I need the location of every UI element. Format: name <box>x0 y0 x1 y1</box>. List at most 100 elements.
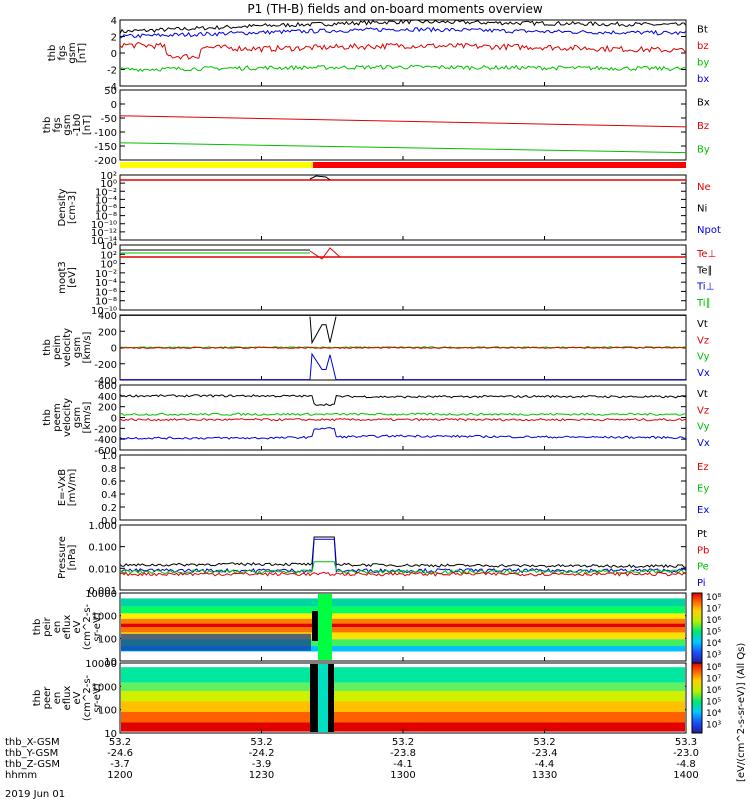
y-tick-label: 0.010 <box>88 564 117 575</box>
y-axis-label: Density <box>57 188 68 226</box>
colorbar-tick: 10⁷ <box>706 675 721 685</box>
peir-band <box>121 598 685 607</box>
peer-band <box>121 701 685 712</box>
peir-gap <box>312 611 318 641</box>
series-bt <box>119 19 687 34</box>
y-tick-label: 10⁻⁶ <box>95 204 117 215</box>
y-axis-label: [mV/m] <box>67 469 78 507</box>
y-axis-label: [eV] <box>67 267 78 288</box>
colorbar-tick: 10⁴ <box>706 639 721 649</box>
y-tick-label: -200 <box>94 360 117 371</box>
y-tick-label: 10⁻⁸ <box>95 212 117 223</box>
y-tick-label: 100 <box>98 634 117 645</box>
y-tick-label: 200 <box>98 403 117 414</box>
panel-pressure <box>119 524 687 591</box>
y-tick-label: -200 <box>94 424 117 435</box>
series-peem-vt <box>119 394 687 407</box>
x-axis-value: -3.9 <box>252 759 272 770</box>
y-axis-label: en <box>52 692 63 705</box>
x-axis-value: 53.2 <box>250 737 272 748</box>
peer-band <box>121 691 685 702</box>
x-axis-row-label: thb_Z-GSM <box>5 759 60 770</box>
y-axis-label: E=-VxB <box>57 469 68 506</box>
peir-band <box>121 623 685 627</box>
peir-band <box>121 646 685 652</box>
y-axis-label: [nPa] <box>67 544 78 570</box>
legend-entry: Bx <box>697 98 710 109</box>
series-peem-vx <box>119 427 686 440</box>
y-axis-label: [km/s] <box>82 331 93 363</box>
y-axis-label: sr-eV) <box>92 683 103 712</box>
legend-entry: Bt <box>697 24 708 35</box>
colorbar-tick: 10⁷ <box>706 605 721 615</box>
peer-band <box>121 712 685 723</box>
legend-entry: Vt <box>697 319 708 330</box>
y-axis-label: gsm <box>67 42 78 63</box>
y-tick-label: 10⁻¹² <box>91 228 117 239</box>
legend-entry: By <box>697 144 710 155</box>
peer-burst <box>318 664 328 732</box>
legend-entry: Pt <box>697 529 707 540</box>
y-axis-label: en <box>52 621 63 634</box>
legend-entry: bz <box>697 41 709 52</box>
y-axis-label: eV <box>72 691 83 704</box>
colorbar-tick: 10³ <box>706 651 721 661</box>
series-peim-vt <box>309 316 337 345</box>
y-axis-label: [km/s] <box>82 401 93 433</box>
y-axis-label: fgs <box>52 117 63 132</box>
y-tick-label: 100 <box>98 706 117 717</box>
y-tick-label: 10⁻⁶ <box>95 287 117 298</box>
y-axis-label: -1b0 <box>72 114 83 137</box>
y-axis-label: moqt3 <box>57 261 68 294</box>
x-axis-value: 53.2 <box>109 737 131 748</box>
colorbar-tick: 10³ <box>706 721 721 731</box>
y-tick-label: 10 <box>104 657 117 668</box>
legend-entry: Npot <box>697 225 721 236</box>
y-tick-label: 0 <box>111 414 117 425</box>
y-tick-label: -400 <box>94 435 117 446</box>
peer-gap2 <box>328 664 334 732</box>
y-tick-label: 10⁻¹⁰ <box>91 220 117 231</box>
legend-entry: Vt <box>697 389 708 400</box>
series-peem-vy <box>119 412 687 417</box>
legend-entry: Ez <box>697 462 709 473</box>
y-tick-label: 10⁴ <box>100 241 117 252</box>
y-tick-label: 0.2 <box>101 503 117 514</box>
y-axis-label: (cm^2-s- <box>82 674 93 721</box>
y-axis-label: [nT] <box>82 115 93 135</box>
peer-band <box>121 667 685 683</box>
peir-band <box>121 618 685 624</box>
x-axis-value: -4.8 <box>676 759 696 770</box>
mode-bar-red <box>313 162 686 168</box>
legend-entry: Vy <box>697 352 710 363</box>
colorbar <box>691 592 703 734</box>
y-tick-label: 10000 <box>85 589 117 600</box>
y-tick-label: 10⁻¹⁴ <box>91 236 117 247</box>
x-axis-value: 1300 <box>390 770 415 781</box>
legend-entry: Ni <box>697 204 707 215</box>
peir-band <box>121 606 685 614</box>
legend-entry: Te⊥ <box>696 249 716 260</box>
x-axis-row-label: thb_X-GSM <box>5 737 60 748</box>
colorbar-tick: 10⁵ <box>706 698 721 708</box>
colorbar-label: [eV/(cm^2-s-sr-eV)] (All Qs) <box>736 643 747 782</box>
legend-entry: Pe <box>697 562 709 573</box>
y-axis-label: peer <box>42 686 53 710</box>
y-tick-label: 0 <box>111 344 117 355</box>
y-tick-label: 10000 <box>85 659 117 670</box>
colorbar-tick: 10⁸ <box>706 593 721 603</box>
y-axis-label: peem <box>52 403 63 431</box>
y-axis-label: velocity <box>62 328 73 367</box>
peir-band <box>121 627 685 633</box>
y-axis-label: thb <box>42 409 53 426</box>
colorbar-tick: 10⁵ <box>706 628 721 638</box>
legend-entry: Ey <box>697 484 709 495</box>
legend-entry: Ti∥ <box>696 298 711 309</box>
legend-entry: bx <box>697 74 709 85</box>
y-tick-label: 400 <box>98 311 117 322</box>
series-by <box>119 64 687 73</box>
y-tick-label: 50 <box>104 86 117 97</box>
series-pi <box>119 538 687 574</box>
y-tick-label: 1000 <box>92 682 117 693</box>
